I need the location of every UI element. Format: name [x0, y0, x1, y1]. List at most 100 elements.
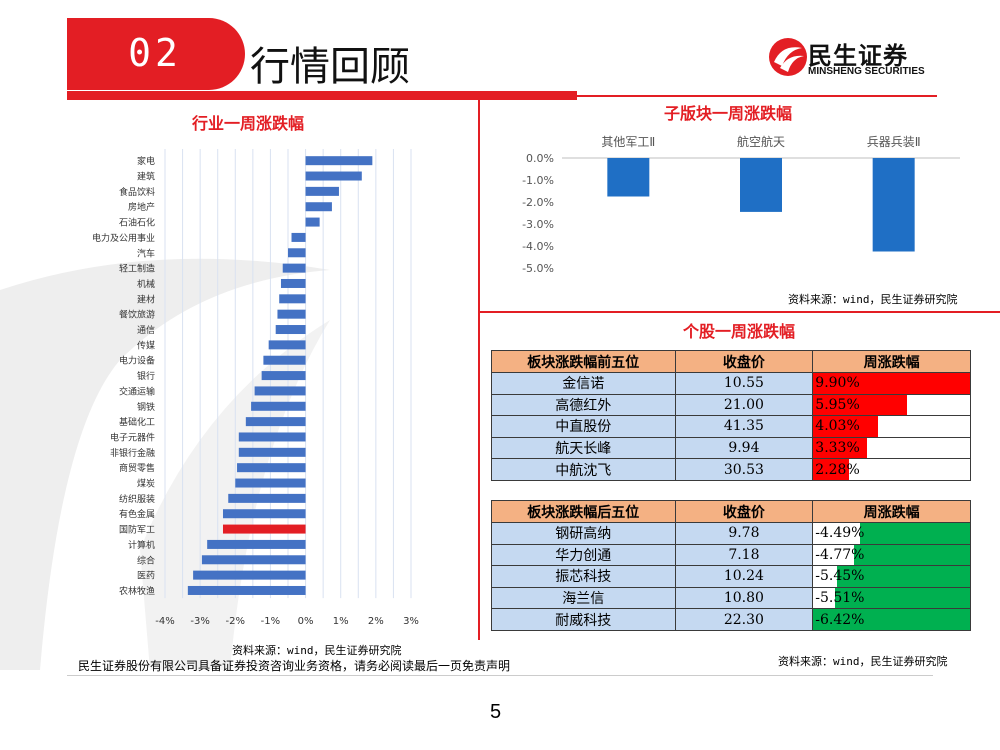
category-label: 银行	[137, 370, 155, 382]
x-tick-label: 0%	[298, 616, 314, 627]
x-tick-label: 3%	[403, 616, 419, 627]
bar-非银行金融	[238, 447, 306, 457]
weekly-change: 5.95%	[812, 393, 971, 417]
header-bar	[67, 91, 577, 100]
vertical-divider	[478, 100, 480, 640]
bar-石油石化	[305, 217, 320, 227]
close-price: 41.35	[674, 415, 814, 438]
y-tick-label: -2.0%	[522, 196, 554, 209]
category-label: 农林牧渔	[119, 585, 155, 597]
col-header-name: 板块涨跌幅后五位	[491, 500, 676, 523]
weekly-change: -5.51%	[812, 586, 971, 610]
stock-name: 海兰信	[491, 586, 676, 610]
bar-建材	[279, 294, 306, 304]
weekly-change: -6.42%	[812, 608, 971, 631]
footer-line	[67, 675, 933, 676]
logo-name-en: MINSHENG SECURITIES	[808, 66, 925, 77]
bar-煤炭	[235, 478, 306, 488]
bar-农林牧渔	[187, 585, 306, 595]
y-tick-label: -3.0%	[522, 218, 554, 231]
category-label: 餐饮旅游	[119, 309, 155, 321]
x-tick-label: 2%	[368, 616, 384, 627]
change-value: -5.51%	[815, 590, 865, 607]
category-label: 商贸零售	[119, 462, 155, 474]
stock-name: 振芯科技	[491, 565, 676, 588]
bar-房地产	[305, 202, 332, 212]
category-label: 建材	[137, 293, 155, 305]
stock-name: 中直股份	[491, 415, 676, 438]
weekly-change: 3.33%	[812, 436, 971, 460]
change-bar	[813, 437, 867, 459]
change-value: 3.33%	[815, 440, 860, 457]
section-number-tab	[67, 18, 245, 90]
category-label: 其他军工Ⅱ	[601, 135, 655, 149]
x-tick-label: 1%	[333, 616, 349, 627]
stocks-title: 个股一周涨跌幅	[683, 322, 796, 341]
logo-name-cn: 民生证券	[808, 42, 908, 70]
close-price: 9.94	[674, 436, 814, 460]
category-label: 基础化工	[119, 416, 155, 428]
bar-电力设备	[263, 355, 306, 365]
bar-钢铁	[251, 401, 306, 411]
change-bar	[860, 523, 970, 544]
page-title: 行情回顾	[250, 44, 410, 90]
y-tick-label: -5.0%	[522, 262, 554, 275]
category-label: 医药	[137, 571, 155, 582]
table-row: 高德红外 21.00 5.95%	[491, 393, 971, 417]
disclaimer: 民生证券股份有限公司具备证券投资咨询业务资格，请务必阅读最后一页免责声明	[78, 659, 511, 673]
bar-综合	[201, 555, 306, 565]
x-tick-label: -4%	[155, 616, 174, 627]
sub-sector-chart-title: 子版块一周涨跌幅	[664, 104, 793, 123]
x-tick-label: -3%	[190, 616, 209, 627]
top-five-table: 板块涨跌幅前五位 收盘价 周涨跌幅 金信诺 10.55 9.90% 高德红外 21.00…	[491, 350, 971, 481]
stocks-source: 资料来源：wind，民生证券研究院	[778, 655, 948, 668]
category-label: 汽车	[137, 247, 155, 259]
category-label: 电力及公用事业	[92, 232, 155, 244]
section-number: 02	[128, 31, 182, 75]
bar-餐饮旅游	[277, 309, 306, 319]
table-row: 金信诺 10.55 9.90%	[491, 372, 971, 395]
table-row: 振芯科技 10.24 -5.45%	[491, 565, 971, 588]
close-price: 9.78	[674, 522, 814, 545]
weekly-change: -4.77%	[812, 543, 971, 567]
bar-兵器兵装Ⅱ	[872, 158, 915, 252]
category-label: 通信	[137, 324, 155, 336]
change-value: 2.28%	[815, 461, 860, 478]
category-label: 电力设备	[119, 355, 155, 367]
close-price: 7.18	[674, 543, 814, 567]
col-header-close: 收盘价	[674, 500, 814, 523]
close-price: 22.30	[674, 608, 814, 631]
page-number: 5	[490, 701, 502, 723]
table-row: 中航沈飞 30.53 2.28%	[491, 458, 971, 481]
category-label: 家电	[137, 155, 155, 167]
bar-国防军工	[222, 524, 306, 534]
close-price: 10.24	[674, 565, 814, 588]
x-tick-label: -1%	[261, 616, 280, 627]
category-label: 钢铁	[137, 401, 155, 413]
change-bar	[835, 587, 970, 609]
bar-轻工制造	[282, 263, 306, 273]
category-label: 房地产	[128, 201, 155, 213]
logo-icon	[769, 38, 807, 76]
bar-传媒	[268, 340, 306, 350]
bar-有色金属	[222, 509, 306, 519]
horizontal-divider	[478, 311, 1000, 313]
category-label: 煤炭	[137, 478, 155, 490]
bar-建筑	[305, 171, 362, 181]
table-row: 华力创通 7.18 -4.77%	[491, 543, 971, 567]
category-label: 传媒	[137, 339, 155, 351]
change-value: -6.42%	[815, 611, 865, 628]
close-price: 10.55	[674, 372, 814, 395]
bar-电力及公用事业	[291, 232, 306, 242]
x-tick-label: -2%	[226, 616, 245, 627]
change-value: -5.45%	[815, 568, 865, 585]
category-label: 有色金属	[119, 508, 155, 520]
bar-银行	[261, 371, 306, 381]
bar-汽车	[288, 248, 306, 258]
y-tick-label: -1.0%	[522, 174, 554, 187]
sub-sector-bar-chart: 0.0% -1.0% -2.0% -3.0% -4.0% -5.0% 其他军工Ⅱ 航空航天 兵器…	[522, 134, 960, 275]
bar-交通运输	[254, 386, 306, 396]
category-label: 非银行金融	[110, 447, 155, 459]
bar-食品饮料	[305, 186, 339, 196]
bar-其他军工Ⅱ	[607, 158, 650, 197]
